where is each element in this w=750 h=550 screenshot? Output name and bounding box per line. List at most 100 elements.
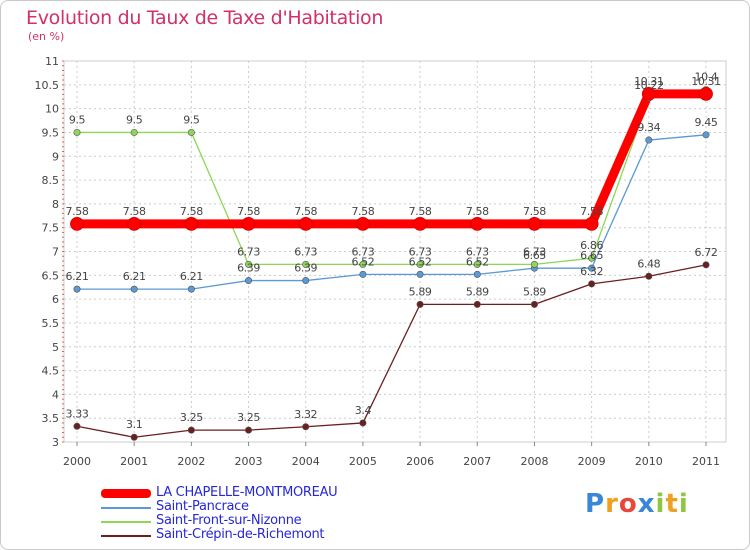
data-label: 3.1 xyxy=(126,418,142,431)
logo-letter: r xyxy=(605,489,619,519)
x-tick-label: 2010 xyxy=(635,455,663,468)
y-tick-label: 9 xyxy=(52,150,59,163)
logo-letter: o xyxy=(618,489,638,519)
data-label: 7.58 xyxy=(237,205,260,218)
legend-label-front: Saint-Front-sur-Nizonne xyxy=(156,513,302,528)
data-point xyxy=(73,128,81,136)
x-tick-label: 2011 xyxy=(692,455,720,468)
data-point xyxy=(187,426,195,434)
data-label: 5.89 xyxy=(466,285,489,298)
data-point xyxy=(73,422,81,430)
data-point xyxy=(641,86,656,101)
x-tick-label: 2002 xyxy=(177,455,205,468)
data-point xyxy=(302,423,310,431)
y-tick-label: 3 xyxy=(52,436,59,449)
data-point xyxy=(527,216,542,231)
data-label: 6.52 xyxy=(466,255,489,268)
data-label: 6.39 xyxy=(237,262,260,275)
legend-swatch-pancrace xyxy=(101,507,151,509)
data-label: 6.65 xyxy=(580,249,603,262)
data-label: 3.4 xyxy=(355,404,372,417)
legend-swatch-chapelle xyxy=(101,489,151,498)
data-point xyxy=(413,216,427,231)
data-label: 6.72 xyxy=(695,246,718,259)
legend-label-crepin: Saint-Crépin-de-Richemont xyxy=(156,527,325,542)
legend-label-chapelle: LA CHAPELLE-MONTMOREAU xyxy=(156,485,338,500)
data-point xyxy=(302,277,310,285)
data-point xyxy=(130,433,138,441)
data-label: 9.5 xyxy=(183,113,200,126)
y-tick-label: 8 xyxy=(52,198,59,211)
data-label: 7.58 xyxy=(180,205,203,218)
logo-letter: P xyxy=(585,489,606,519)
series-line xyxy=(76,264,707,438)
chart-title: Evolution du Taux de Taxe d'Habitation xyxy=(26,7,384,29)
data-point xyxy=(356,216,370,231)
data-point xyxy=(645,272,653,280)
data-point xyxy=(588,254,596,262)
data-label: 7.58 xyxy=(294,205,317,218)
data-label: 6.39 xyxy=(294,262,317,275)
y-tick-label: 7 xyxy=(52,246,59,259)
data-point xyxy=(588,280,596,288)
y-tick-label: 4 xyxy=(52,388,59,401)
data-point xyxy=(70,216,84,231)
data-label: 6.52 xyxy=(409,255,432,268)
data-point xyxy=(302,260,310,268)
data-label: 5.89 xyxy=(523,285,546,298)
chart-unit: (en %) xyxy=(28,30,65,43)
data-label: 6.21 xyxy=(66,270,89,283)
data-point xyxy=(130,285,138,293)
x-tick-label: 2006 xyxy=(406,455,434,468)
data-label: 6.73 xyxy=(409,245,432,258)
data-point xyxy=(184,216,199,231)
x-tick-label: 2007 xyxy=(463,455,491,468)
data-label: 3.33 xyxy=(66,407,89,420)
proxiti-logo: Proxiti xyxy=(585,489,689,519)
data-label: 7.58 xyxy=(351,205,374,218)
data-label: 6.73 xyxy=(351,245,374,258)
data-point xyxy=(470,216,485,231)
data-point xyxy=(473,270,481,278)
data-point xyxy=(473,260,481,268)
data-label: 6.21 xyxy=(123,270,146,283)
data-label: 6.73 xyxy=(237,245,260,258)
data-point xyxy=(702,131,710,139)
data-point xyxy=(359,260,367,268)
data-point xyxy=(245,277,253,285)
data-point xyxy=(359,270,367,278)
legend-swatch-front xyxy=(101,521,151,523)
data-label: 3.25 xyxy=(237,411,260,424)
series-line xyxy=(72,89,711,229)
y-tick-label: 3.5 xyxy=(42,412,60,425)
x-tick-label: 2005 xyxy=(349,455,377,468)
data-point xyxy=(584,216,599,231)
data-point xyxy=(530,260,538,268)
x-tick-label: 2008 xyxy=(520,455,548,468)
logo-letter: x xyxy=(637,489,656,519)
data-label: 7.58 xyxy=(123,205,146,218)
data-point xyxy=(588,264,596,272)
series-line xyxy=(76,134,707,290)
y-tick-label: 5.5 xyxy=(42,317,60,330)
x-tick-label: 2003 xyxy=(235,455,263,468)
y-tick-label: 6.5 xyxy=(42,269,60,282)
data-point xyxy=(241,216,256,231)
y-tick-label: 10.5 xyxy=(35,79,60,92)
data-label: 9.45 xyxy=(695,116,718,129)
x-tick-label: 2000 xyxy=(63,455,91,468)
logo-letter: i xyxy=(655,489,666,519)
legend-swatch-crepin xyxy=(101,535,151,537)
y-tick-label: 9.5 xyxy=(42,126,60,139)
data-label: 10.4 xyxy=(695,71,718,84)
legend-label-pancrace: Saint-Pancrace xyxy=(156,499,249,514)
data-label: 6.21 xyxy=(180,270,203,283)
data-point xyxy=(645,136,653,144)
data-label: 10.31 xyxy=(634,75,664,88)
y-tick-label: 11 xyxy=(45,55,59,68)
data-point xyxy=(359,419,367,427)
data-point xyxy=(416,300,424,308)
logo-letter: i xyxy=(678,489,689,519)
